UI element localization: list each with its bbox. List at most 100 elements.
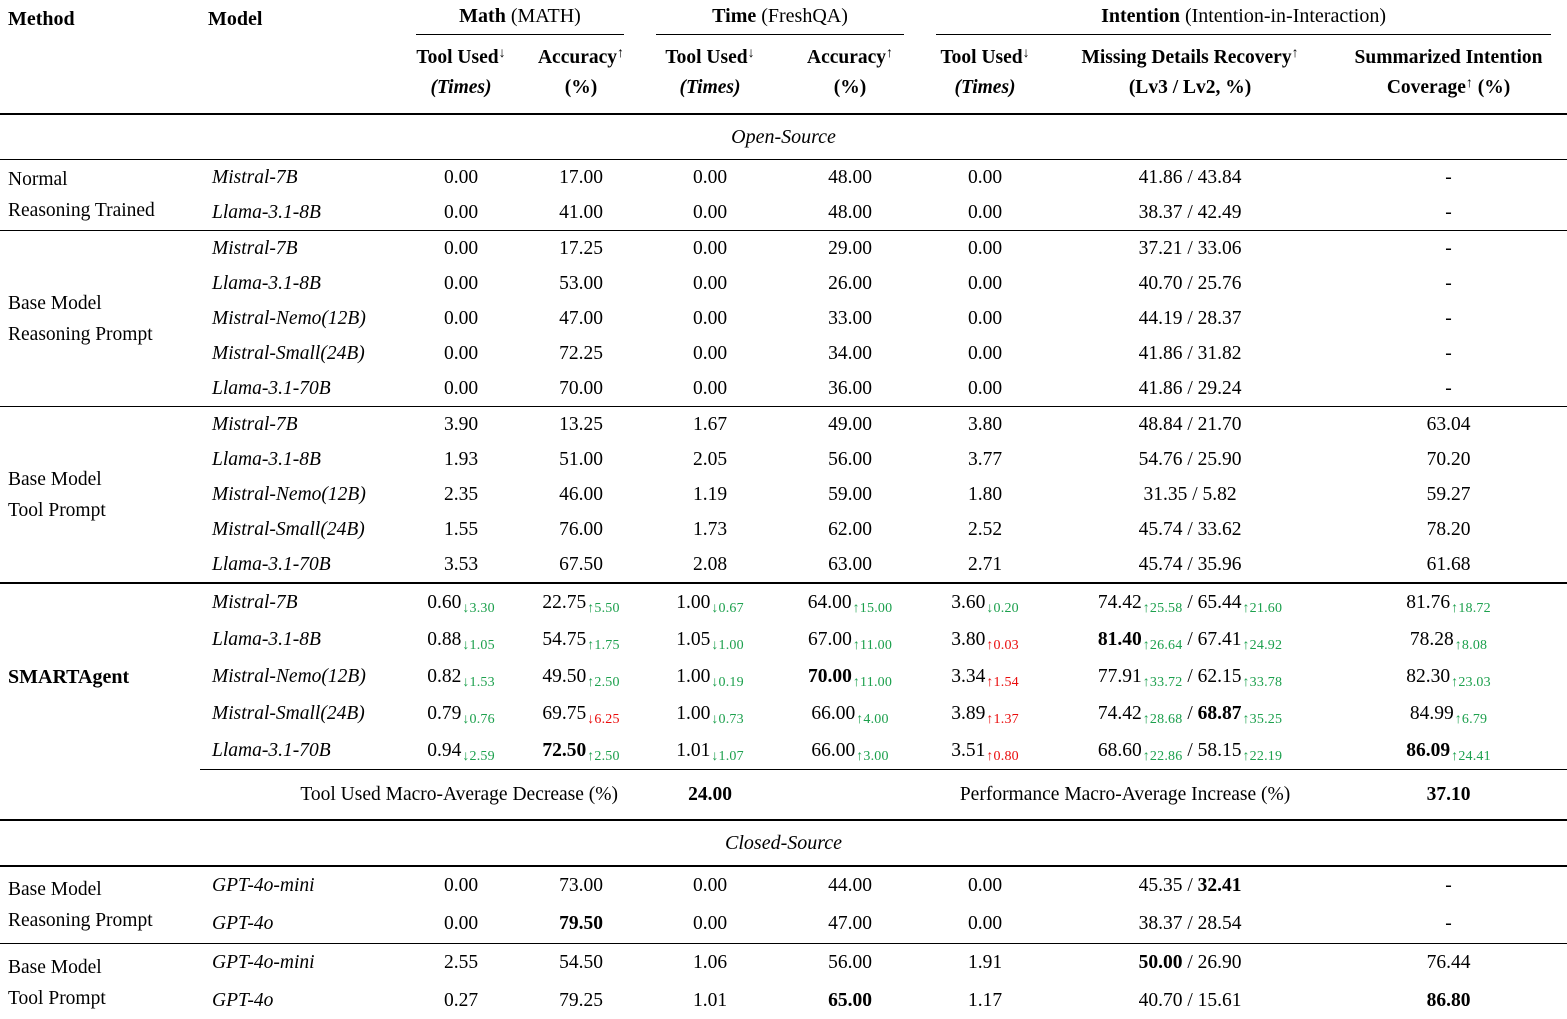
method-line: Tool Prompt — [8, 499, 106, 521]
value-cell: 59.27 — [1426, 483, 1471, 505]
value-cell: 17.25 — [522, 230, 641, 267]
model-cell: Mistral-Nemo(12B) — [212, 307, 366, 329]
delta-annotation: ↓0.19 — [711, 675, 744, 691]
value-cell: 70.00 — [559, 377, 603, 399]
method-line: Base Model — [8, 879, 102, 901]
table-row: Normal Reasoning Trained Mistral-7B 0.00 17.… — [0, 160, 1567, 222]
value-cell: 48.00 — [828, 201, 872, 223]
value-cell: 3.77 — [967, 448, 1003, 470]
cell-value-text: 3.34 — [951, 665, 986, 687]
cell-value-text: 1.01 — [676, 739, 711, 761]
table-row: Llama-3.1-8B 0.88↓1.05 54.75↑1.75 1.05↓1.00… — [0, 621, 1567, 658]
value-cell: 82.30↑23.03 — [1330, 658, 1567, 695]
delta-annotation: ↑22.19 — [1242, 749, 1283, 765]
value-cell: 41.00 — [559, 201, 603, 223]
value-cell: 45.35 / 32.41 — [1050, 866, 1330, 905]
col-header-line1: Missing Details Recovery↑ — [1050, 43, 1330, 73]
cell-value-text: / — [1182, 702, 1198, 724]
delta-annotation: ↑25.58 — [1142, 601, 1183, 617]
value-cell: 31.35 / 5.82 — [1143, 483, 1237, 505]
value-cell: 86.80 — [1330, 982, 1567, 1019]
delta-annotation: ↑1.75 — [587, 638, 620, 654]
value-cell: - — [1330, 230, 1567, 267]
col-title: Accuracy — [806, 47, 887, 68]
value-cell: 69.75↓6.25 — [522, 695, 640, 732]
delta-annotation: ↓2.59 — [462, 749, 495, 765]
value-cell: 84.99↑6.79 — [1330, 695, 1567, 732]
value-cell: 3.60↓0.20 — [920, 582, 1051, 622]
value-cell: 50.00 / 26.90 — [1050, 943, 1331, 983]
cell-value-text: 81.40 — [1097, 628, 1142, 650]
col-header-4: Accuracy↑ (%) — [780, 35, 921, 116]
value-cell: - — [1445, 913, 1452, 935]
value-cell: 49.00 — [780, 406, 921, 443]
model-cell: Llama-3.1-8B — [212, 628, 321, 650]
open-source-banner-label: Open-Source — [0, 114, 1567, 161]
cell-value-text: 3.60 — [951, 591, 986, 613]
cell-value-text: 3.80 — [951, 628, 986, 650]
header-row-groups: Method Model Math (MATH) Time (FreshQA) Inte… — [0, 0, 1567, 116]
value-cell: 34.00 — [828, 342, 872, 364]
delta-annotation: ↓1.07 — [711, 749, 744, 765]
value-cell: 78.20 — [1426, 518, 1471, 540]
value-cell: 0.00 — [967, 875, 1003, 897]
delta-annotation: ↑26.64 — [1142, 638, 1183, 654]
value-cell: 41.86 / 43.84 — [1138, 166, 1242, 188]
value-cell: 0.00 — [692, 272, 728, 294]
cell-value-text: 74.42 — [1097, 591, 1142, 613]
value-cell: - — [1445, 342, 1452, 364]
delta-annotation: ↑33.72 — [1142, 675, 1183, 691]
value-cell: 0.00 — [967, 342, 1003, 364]
cell-value-text: 67.00 — [807, 628, 852, 650]
model-cell: Mistral-Small(24B) — [212, 518, 365, 540]
closed-source-banner-label: Closed-Source — [0, 819, 1567, 868]
value-cell: 77.91↑33.72 / 62.15↑33.78 — [1050, 658, 1330, 695]
delta-annotation: ↑6.79 — [1454, 712, 1488, 728]
value-cell: 0.00 — [967, 201, 1003, 223]
cell-value-text: 68.60 — [1097, 739, 1142, 761]
value-cell: 3.90 — [400, 406, 522, 443]
value-cell: - — [1445, 201, 1452, 223]
table-row: SMARTAgent Mistral-7B 0.60↓3.30 22.75↑5.50 1… — [0, 582, 1567, 770]
value-cell: 0.00 — [692, 913, 728, 935]
value-cell: 3.89↑1.37 — [920, 695, 1050, 732]
value-cell: 41.86 / 31.82 — [1138, 342, 1242, 364]
method-line: Base Model — [8, 956, 102, 978]
delta-annotation: ↑24.92 — [1242, 638, 1283, 654]
method-line: Reasoning Prompt — [8, 323, 153, 345]
col-unit: (%) — [833, 77, 867, 99]
delta-annotation: ↓1.53 — [462, 675, 495, 691]
value-cell: 0.00 — [443, 342, 479, 364]
col-title: Tool Used — [940, 47, 1023, 68]
model-cell: GPT-4o — [200, 982, 400, 1019]
value-cell: - — [1445, 166, 1452, 188]
value-cell: 1.06 — [640, 943, 781, 983]
cell-value-text: 74.42 — [1097, 702, 1142, 724]
model-cell: Llama-3.1-70B — [212, 553, 331, 575]
down-arrow-icon: ↓ — [1022, 46, 1030, 61]
col-header-line1: Summarized Intention — [1330, 43, 1567, 73]
model-cell: Mistral-Nemo(12B) — [212, 665, 366, 687]
value-cell: - — [1445, 377, 1452, 399]
col-header-line2: Coverage↑ (%) — [1330, 73, 1567, 103]
delta-annotation: ↑2.50 — [587, 749, 620, 765]
value-cell: 0.82↓1.53 — [400, 658, 522, 695]
delta-annotation: ↓0.20 — [986, 601, 1019, 617]
model-cell: Llama-3.1-8B — [212, 272, 321, 294]
col-unit: (Times) — [954, 77, 1016, 99]
model-cell: Llama-3.1-70B — [212, 739, 331, 761]
cell-value-text: 0.82 — [427, 665, 462, 687]
value-cell: 0.00 — [692, 166, 728, 188]
model-cell: GPT-4o — [212, 913, 274, 935]
value-cell: 46.00 — [559, 483, 603, 505]
method-cell: Normal Reasoning Trained — [0, 160, 200, 231]
value-cell: 0.00 — [967, 377, 1003, 399]
value-cell: 44.19 / 28.37 — [1138, 307, 1242, 329]
open-source-banner-row: Open-Source — [0, 114, 1567, 161]
col-title: Summarized Intention — [1354, 47, 1543, 68]
cell-value-text: 0.60 — [427, 591, 462, 613]
value-cell: 0.00 — [967, 166, 1003, 188]
table-row: Mistral-Small(24B) 1.55 76.00 1.73 62.00 2.52… — [0, 512, 1567, 547]
col-title: Accuracy — [537, 47, 618, 68]
